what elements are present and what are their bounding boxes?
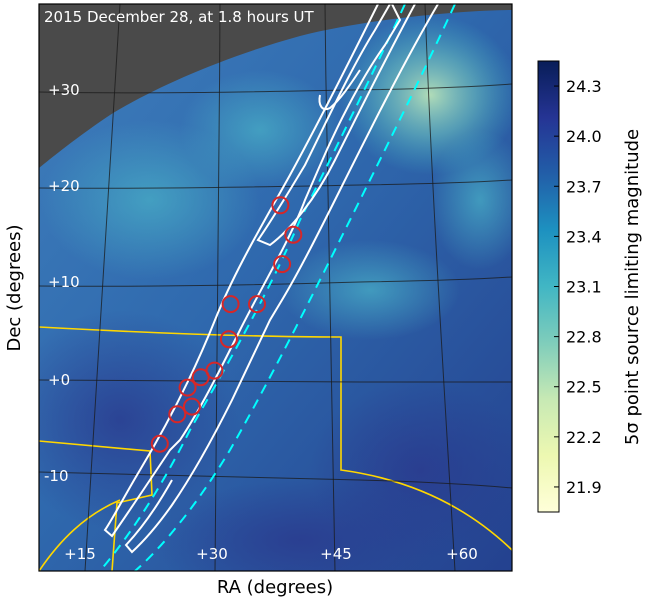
bright-region (430, 130, 512, 270)
dec-gridline (39, 179, 512, 189)
boundary-line (39, 440, 153, 571)
colorbar-tick-label: 22.2 (566, 428, 602, 447)
colorbar-tick-label: 24.0 (566, 127, 602, 146)
ra-tick-label: +45 (320, 545, 352, 563)
dec-gridline (39, 379, 512, 383)
candidate-marker (219, 330, 238, 349)
dec-tick-label: -10 (44, 467, 69, 485)
ra-gridline (424, 4, 456, 571)
boundary-line (39, 499, 121, 571)
dec-tick-labels: +30 +20 +10 +0 -10 (44, 81, 80, 485)
y-axis-title: Dec (degrees) (4, 224, 25, 351)
ra-tick-label: +30 (196, 545, 228, 563)
map-frame (38, 3, 513, 572)
dec-tick-label: +30 (48, 81, 80, 99)
dec-tick-label: +10 (48, 273, 80, 291)
ra-gridline (324, 4, 336, 571)
colorbar-tick-label: 23.4 (566, 227, 602, 246)
colorbar-tick-label: 22.5 (566, 378, 602, 397)
colorbar-tick-label: 23.7 (566, 177, 602, 196)
candidate-marker (273, 255, 292, 274)
dec-gridline (39, 471, 512, 489)
ra-tick-labels: +15 +30 +45 +60 (64, 545, 478, 563)
solid-contour (256, 4, 416, 247)
dec-tick-label: +20 (48, 177, 80, 195)
candidate-marker (182, 397, 201, 416)
candidate-marker (248, 295, 266, 314)
bright-region (280, 240, 460, 340)
candidate-marker (150, 434, 169, 453)
x-axis-title: RA (degrees) (217, 577, 333, 598)
candidate-markers (150, 196, 303, 453)
deep-region (150, 480, 450, 571)
bright-region (180, 70, 340, 190)
colorbar-label: 5σ point source limiting magnitude (622, 129, 643, 445)
colorbar: 24.3 24.0 23.7 23.4 23.1 22.8 22.5 22.2 21.9 5σ … (537, 60, 643, 513)
candidate-marker (271, 196, 290, 215)
candidate-marker (168, 405, 187, 424)
candidate-marker (284, 225, 303, 244)
ra-gridline (84, 4, 121, 571)
ra-gridline (214, 4, 221, 571)
solid-contours (103, 4, 439, 554)
colorbar-tick-label: 22.8 (566, 328, 602, 347)
coordinate-grid (39, 4, 512, 571)
candidate-marker (191, 368, 210, 387)
dec-tick-label: +0 (48, 371, 70, 389)
deep-region (39, 310, 240, 530)
candidate-marker (178, 378, 197, 397)
dec-gridline (39, 276, 512, 287)
solid-contour (318, 69, 361, 111)
colorbar-tick-label: 23.1 (566, 278, 602, 297)
unobserved-region (39, 4, 512, 168)
candidate-marker (221, 295, 240, 314)
dashed-contour (134, 4, 456, 571)
dashed-contours (99, 4, 456, 571)
solid-contour (124, 4, 439, 554)
dec-gridline (39, 83, 512, 94)
sky-map-panel (39, 4, 512, 571)
ra-tick-label: +60 (446, 545, 478, 563)
colorbar-tick-label: 24.3 (566, 77, 602, 96)
colorbar-ticks: 24.3 24.0 23.7 23.4 23.1 22.8 22.5 22.2 21.9 (554, 77, 602, 497)
map-title: 2015 December 28, at 1.8 hours UT (44, 8, 315, 26)
ra-tick-label: +15 (64, 545, 96, 563)
colorbar-tick-label: 21.9 (566, 478, 602, 497)
